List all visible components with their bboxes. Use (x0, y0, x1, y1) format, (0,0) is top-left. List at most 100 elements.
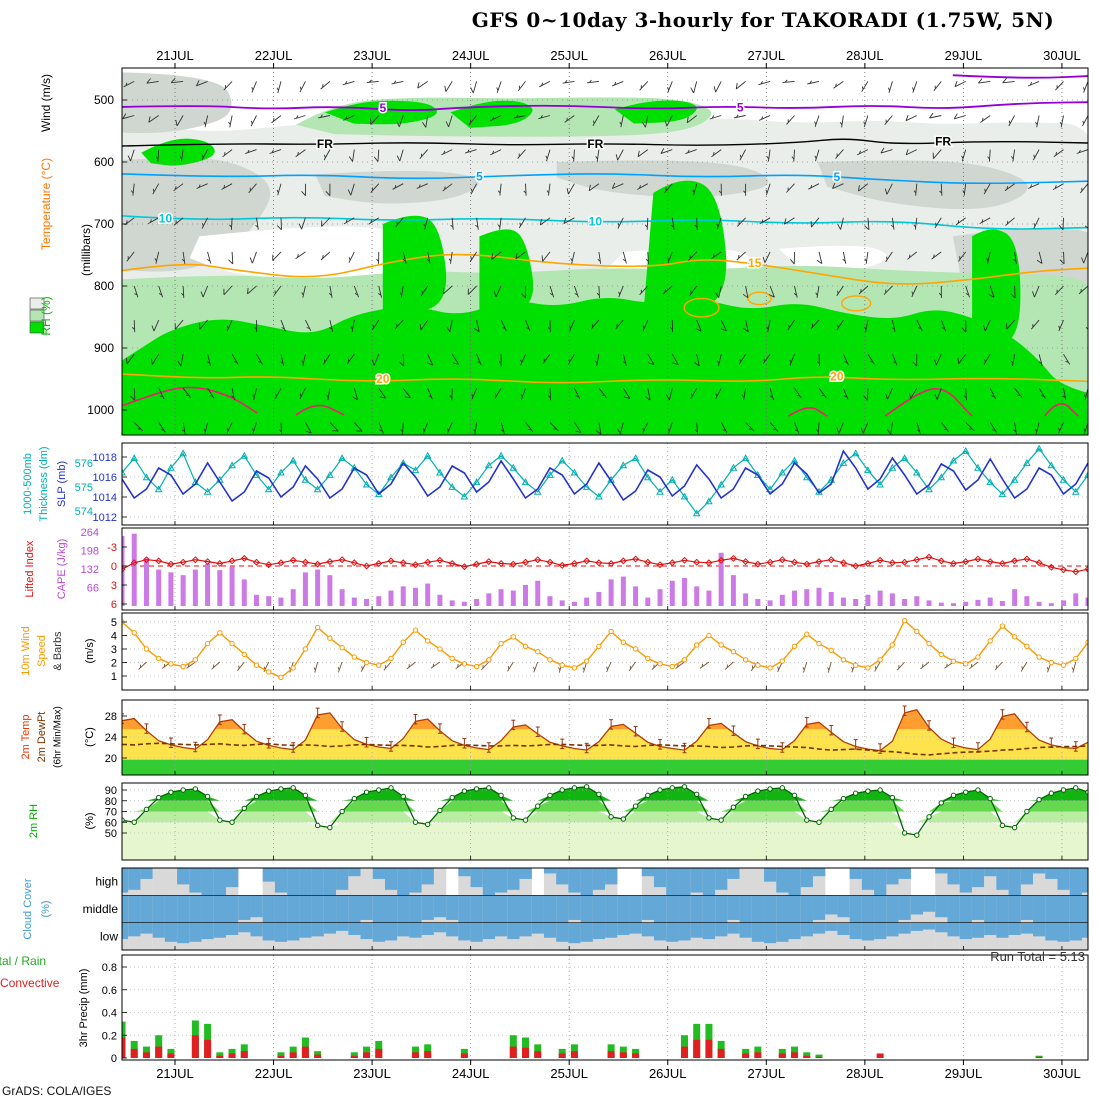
svg-text:21JUL: 21JUL (156, 48, 194, 63)
svg-text:0: 0 (111, 1053, 117, 1065)
svg-text:30JUL: 30JUL (1043, 48, 1081, 63)
svg-text:5: 5 (833, 170, 840, 184)
svg-text:27JUL: 27JUL (748, 1066, 786, 1081)
axis-label-lifted-index: Lifted Index (24, 540, 36, 598)
slp-thickness-panel (122, 443, 1088, 525)
svg-text:5: 5 (737, 100, 744, 114)
svg-text:0.6: 0.6 (102, 985, 117, 997)
axis-label-convective: Convective (0, 976, 60, 990)
svg-text:26JUL: 26JUL (649, 48, 687, 63)
svg-text:3: 3 (111, 644, 117, 656)
cloud-cover-panel (122, 868, 1088, 950)
axis-label--6hr-min-max-: (6hr Min/Max) (52, 706, 64, 768)
svg-text:1: 1 (111, 671, 117, 683)
svg-text:5: 5 (379, 101, 386, 115)
svg-text:1016: 1016 (93, 472, 117, 484)
axis-label--barbs: & Barbs (52, 631, 64, 671)
svg-text:198: 198 (81, 546, 99, 558)
svg-text:28JUL: 28JUL (846, 1066, 884, 1081)
axis-label-rh-: RH (%) (39, 296, 53, 336)
lifted-index-cape-panel (122, 528, 1088, 610)
axis-label--c-: (°C) (84, 727, 96, 747)
svg-text:24JUL: 24JUL (452, 1066, 490, 1081)
rh2m-panel (122, 783, 1088, 860)
svg-text:3: 3 (111, 580, 117, 592)
axis-label--m-s-: (m/s) (84, 638, 96, 664)
svg-text:24: 24 (105, 732, 117, 744)
svg-text:900: 900 (94, 341, 114, 355)
page-title: GFS 0~10day 3-hourly for TAKORADI (1.75W… (471, 8, 1055, 32)
svg-text:66: 66 (87, 583, 99, 595)
svg-text:90: 90 (105, 785, 117, 797)
axis-label-temperature-c-: Temperature (°C) (39, 157, 53, 251)
svg-text:5: 5 (476, 169, 483, 183)
svg-text:6: 6 (111, 599, 117, 611)
axis-label-2m-temp: 2m Temp (20, 714, 32, 760)
svg-text:25JUL: 25JUL (550, 1066, 588, 1081)
upper-air-panel: 5 5 FR FR FR 5 5 10 10 15 20 20 (122, 68, 1088, 435)
axis-label-slp-mb-: SLP (mb) (56, 460, 68, 508)
svg-text:middle: middle (83, 902, 119, 916)
svg-text:30JUL: 30JUL (1043, 1066, 1081, 1081)
svg-text:500: 500 (94, 93, 114, 107)
svg-text:576: 576 (75, 458, 93, 470)
svg-text:0.2: 0.2 (102, 1030, 117, 1042)
axis-label-cape-j-kg-: CAPE (J/kg) (56, 538, 68, 600)
axis-label-10m-wind: 10m Wind (20, 626, 32, 676)
precip-panel (122, 955, 1088, 1060)
svg-text:1012: 1012 (93, 512, 117, 524)
svg-text:10: 10 (159, 211, 173, 225)
svg-text:0.8: 0.8 (102, 962, 117, 974)
grads-credit: GrADS: COLA/IGES (2, 1084, 112, 1098)
svg-text:high: high (95, 875, 118, 889)
svg-text:50: 50 (105, 828, 117, 840)
svg-text:15: 15 (748, 256, 762, 270)
axis-label-total-rain: Total / Rain (0, 954, 47, 968)
svg-text:low: low (100, 929, 118, 943)
svg-text:29JUL: 29JUL (945, 1066, 983, 1081)
temp2m-panel (122, 700, 1088, 775)
svg-text:FR: FR (587, 137, 603, 151)
svg-text:27JUL: 27JUL (748, 48, 786, 63)
svg-text:22JUL: 22JUL (255, 1066, 293, 1081)
wind10m-panel (122, 613, 1088, 690)
svg-text:80: 80 (105, 796, 117, 808)
svg-text:28: 28 (105, 711, 117, 723)
svg-text:0: 0 (111, 561, 117, 573)
svg-text:-3: -3 (107, 542, 117, 554)
svg-text:28JUL: 28JUL (846, 48, 884, 63)
axis-label-2m-rh: 2m RH (28, 803, 40, 839)
axis-label-3hr-precip-mm-: 3hr Precip (mm) (78, 968, 90, 1048)
svg-text:2: 2 (111, 658, 117, 670)
svg-text:4: 4 (111, 631, 117, 643)
axis-label--: (%) (84, 812, 96, 830)
run-total-label: Run Total = 5.13 (990, 949, 1085, 964)
axis-label--millibars-: (millibars) (79, 224, 93, 276)
svg-text:FR: FR (935, 135, 951, 149)
svg-text:20: 20 (376, 372, 390, 386)
axis-label-thickness-dm-: Thickness (dm) (38, 446, 50, 522)
svg-text:FR: FR (317, 137, 333, 151)
svg-text:29JUL: 29JUL (945, 48, 983, 63)
svg-text:0.4: 0.4 (102, 1008, 117, 1020)
svg-text:23JUL: 23JUL (353, 1066, 391, 1081)
svg-text:25JUL: 25JUL (550, 48, 588, 63)
svg-text:21JUL: 21JUL (156, 1066, 194, 1081)
svg-text:70: 70 (105, 807, 117, 819)
svg-text:1000: 1000 (87, 403, 114, 417)
svg-text:1018: 1018 (93, 452, 117, 464)
svg-text:700: 700 (94, 217, 114, 231)
svg-text:600: 600 (94, 155, 114, 169)
svg-text:23JUL: 23JUL (353, 48, 391, 63)
svg-text:60: 60 (105, 817, 117, 829)
svg-text:22JUL: 22JUL (255, 48, 293, 63)
axis-label-speed: Speed (36, 635, 48, 667)
svg-text:575: 575 (75, 482, 93, 494)
svg-text:5: 5 (111, 617, 117, 629)
axis-label-cloud-cover: Cloud Cover (22, 878, 34, 940)
svg-text:20: 20 (105, 753, 117, 765)
axis-label-wind-m-s-: Wind (m/s) (39, 74, 53, 132)
svg-text:1014: 1014 (93, 492, 117, 504)
